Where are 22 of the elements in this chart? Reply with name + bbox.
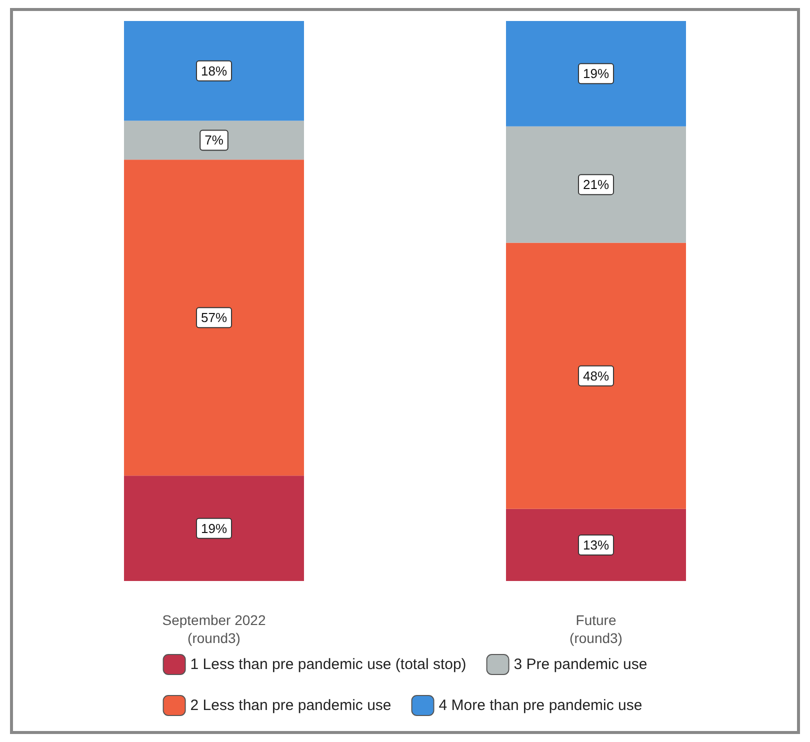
x-tick-label: Future (round3) [570, 612, 622, 646]
bar [124, 160, 304, 476]
data-label: 7% [204, 132, 224, 148]
x-tick-label: September 2022 (round3) [162, 612, 266, 646]
legend-label: 4 More than pre pandemic use [438, 697, 642, 714]
legend-label: 1 Less than pre pandemic use (total stop) [190, 656, 466, 673]
data-label: 13% [582, 537, 610, 552]
bar [506, 21, 686, 126]
data-label: 48% [582, 368, 610, 384]
bar [124, 21, 304, 121]
data-label: 19% [582, 66, 610, 82]
data-label: 18% [200, 63, 228, 78]
bar [506, 126, 686, 243]
bar [124, 476, 304, 581]
legend-label: 3 Pre pandemic use [514, 656, 648, 673]
legend-label: 2 Less than pre pandemic use [190, 697, 392, 714]
bar [124, 120, 304, 160]
data-label: 19% [200, 520, 228, 536]
data-label: 57% [200, 310, 228, 326]
bar [506, 508, 686, 581]
bar [506, 242, 686, 509]
data-label: 21% [582, 177, 610, 192]
